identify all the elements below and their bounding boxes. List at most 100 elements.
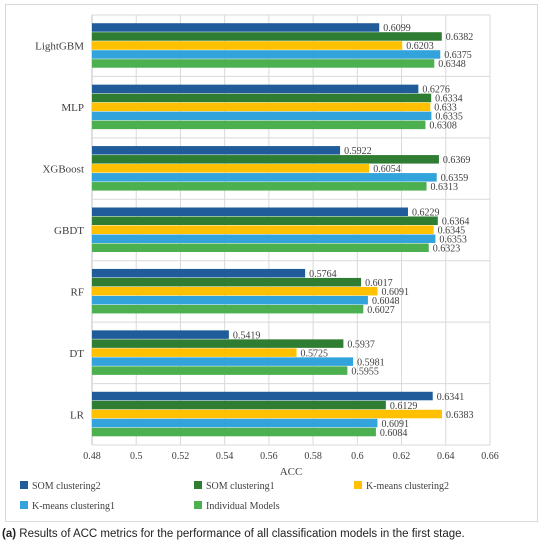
data-label: 0.6345 bbox=[438, 226, 466, 237]
data-label: 0.6027 bbox=[367, 305, 395, 316]
data-label: 0.6383 bbox=[446, 410, 474, 421]
bar bbox=[92, 225, 434, 234]
x-tick-label: 0.5 bbox=[130, 451, 143, 462]
category-label: LR bbox=[70, 409, 85, 421]
bar bbox=[92, 32, 442, 41]
category-label: LightGBM bbox=[35, 41, 84, 53]
data-label: 0.6091 bbox=[381, 287, 409, 298]
data-label: 0.6353 bbox=[439, 235, 467, 246]
data-label: 0.5725 bbox=[301, 348, 329, 359]
data-label: 0.6017 bbox=[365, 278, 393, 289]
bar bbox=[92, 357, 354, 366]
bar bbox=[92, 330, 229, 339]
bar bbox=[92, 295, 368, 305]
bar bbox=[92, 50, 441, 59]
bar bbox=[92, 102, 431, 112]
bar bbox=[92, 418, 378, 428]
bar bbox=[92, 366, 348, 375]
bar bbox=[92, 348, 297, 357]
data-label: 0.6382 bbox=[446, 32, 474, 43]
bar bbox=[92, 146, 341, 155]
bar bbox=[92, 164, 370, 173]
x-tick-label: 0.56 bbox=[260, 451, 278, 462]
data-label: 0.5937 bbox=[347, 339, 375, 350]
chart-frame: 0.48 0.5 0.52 0.54 0.56 0.58 0.6 0.62 0.64 0.66 Li… bbox=[5, 4, 538, 522]
data-label: 0.6364 bbox=[442, 217, 470, 228]
x-tick-label: 0.58 bbox=[304, 451, 322, 462]
legend-swatch bbox=[194, 481, 202, 489]
data-label: 0.5419 bbox=[233, 330, 261, 341]
legend-entry: Individual Models bbox=[206, 501, 280, 512]
data-label: 0.6359 bbox=[441, 173, 469, 184]
caption-prefix: (a) bbox=[2, 528, 17, 540]
category-label: GBDT bbox=[54, 225, 84, 237]
bar bbox=[92, 391, 433, 401]
data-label: 0.6129 bbox=[390, 401, 418, 412]
caption-text: Results of ACC metrics for the performan… bbox=[19, 528, 465, 540]
legend-entry: K-means clustering2 bbox=[366, 481, 449, 492]
bar bbox=[92, 268, 306, 278]
data-label: 0.6308 bbox=[429, 121, 457, 132]
category-label: RF bbox=[71, 286, 84, 298]
category-label: XGBoost bbox=[42, 164, 84, 176]
acc-bar-chart: 0.48 0.5 0.52 0.54 0.56 0.58 0.6 0.62 0.64 0.66 Li… bbox=[20, 14, 499, 512]
data-label: 0.6229 bbox=[412, 208, 440, 219]
data-label: 0.6203 bbox=[406, 41, 434, 52]
data-label: 0.6084 bbox=[380, 428, 408, 439]
bar bbox=[92, 173, 437, 182]
x-tick-label: 0.62 bbox=[393, 451, 411, 462]
data-label: 0.5955 bbox=[351, 366, 379, 377]
data-label: 0.6048 bbox=[372, 296, 400, 307]
bar bbox=[92, 155, 439, 164]
x-axis-label: ACC bbox=[280, 466, 303, 478]
x-tick-label: 0.66 bbox=[481, 451, 499, 462]
data-label: 0.6276 bbox=[422, 85, 450, 96]
x-tick-label: 0.54 bbox=[216, 451, 234, 462]
bar bbox=[92, 400, 386, 410]
bar bbox=[92, 84, 419, 94]
legend-entry: SOM clustering1 bbox=[206, 481, 275, 492]
bar bbox=[92, 409, 443, 419]
data-label: 0.633 bbox=[434, 103, 457, 114]
legend-swatch bbox=[20, 501, 28, 509]
data-label: 0.6369 bbox=[443, 155, 471, 166]
bar bbox=[92, 23, 380, 32]
data-label: 0.6335 bbox=[435, 112, 463, 123]
category-label: DT bbox=[69, 348, 84, 360]
data-label: 0.6313 bbox=[431, 182, 459, 193]
bar bbox=[92, 234, 436, 243]
bar bbox=[92, 59, 435, 68]
bar bbox=[92, 427, 376, 437]
data-label: 0.5922 bbox=[344, 146, 372, 157]
bar bbox=[92, 120, 426, 130]
bar bbox=[92, 111, 432, 121]
figure-caption: (a) Results of ACC metrics for the perfo… bbox=[2, 528, 546, 540]
bar bbox=[92, 216, 438, 225]
data-label: 0.6375 bbox=[444, 50, 472, 61]
data-label: 0.6091 bbox=[381, 419, 409, 430]
data-label: 0.6341 bbox=[437, 392, 465, 403]
x-tick-label: 0.48 bbox=[83, 451, 101, 462]
bar bbox=[92, 41, 403, 50]
legend-swatch bbox=[194, 501, 202, 509]
legend-entry: K-means clustering1 bbox=[32, 501, 115, 512]
legend-swatch bbox=[354, 481, 362, 489]
data-label: 0.5764 bbox=[309, 269, 337, 280]
data-label: 0.6054 bbox=[373, 164, 401, 175]
bar bbox=[92, 93, 432, 103]
bar bbox=[92, 286, 378, 296]
bar bbox=[92, 339, 344, 348]
bar bbox=[92, 182, 427, 191]
legend-entry: SOM clustering2 bbox=[32, 481, 101, 492]
category-label: MLP bbox=[61, 102, 84, 114]
legend-swatch bbox=[20, 481, 28, 489]
data-label: 0.5981 bbox=[357, 357, 385, 368]
bar bbox=[92, 207, 408, 216]
data-label: 0.6323 bbox=[433, 244, 461, 255]
bar bbox=[92, 304, 364, 314]
data-label: 0.6334 bbox=[435, 94, 463, 105]
bar bbox=[92, 277, 362, 287]
x-tick-label: 0.6 bbox=[351, 451, 364, 462]
data-label: 0.6099 bbox=[383, 23, 411, 34]
data-label: 0.6348 bbox=[438, 59, 466, 70]
